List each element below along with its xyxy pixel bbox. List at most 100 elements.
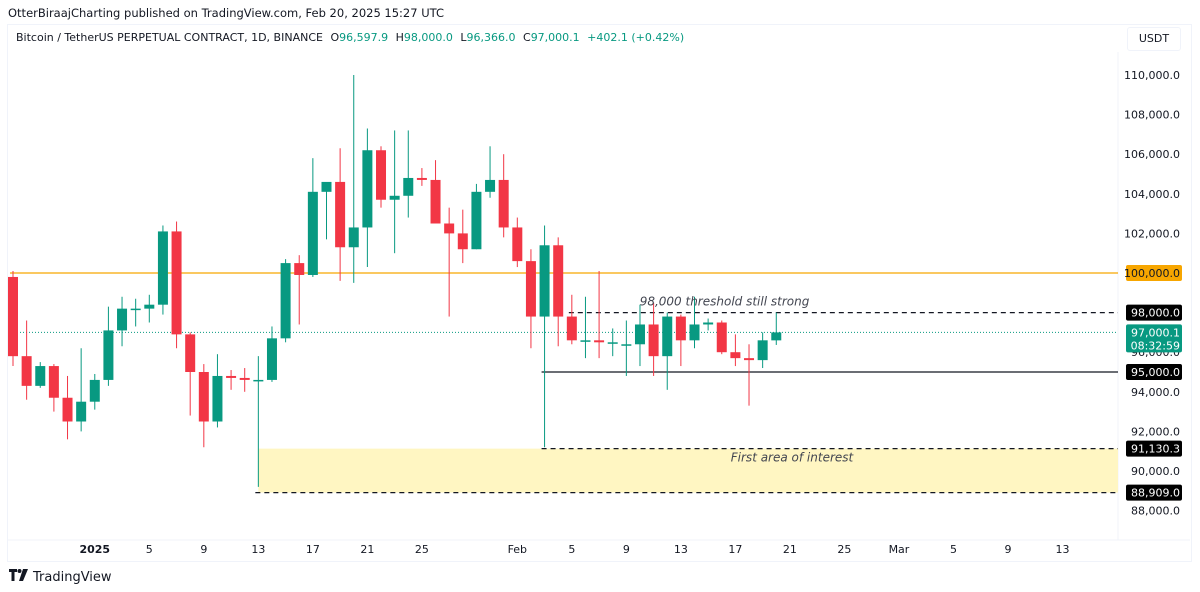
price-level-badge: [1126, 440, 1182, 457]
candle-body: [444, 223, 455, 234]
price-tick-label: 110,000.0: [1124, 69, 1180, 82]
high-value: 98,000.0: [403, 31, 453, 44]
price-tick-label: 102,000.0: [1124, 227, 1180, 240]
price-tick-label: 104,000.0: [1124, 188, 1180, 201]
area-of-interest-zone: [258, 448, 1119, 493]
time-tick-label: 5: [950, 543, 957, 556]
change-value: +402.1 (+0.42%): [587, 31, 685, 44]
candle-body: [103, 330, 114, 380]
time-tick-label: 25: [837, 543, 851, 556]
time-tick-label: 13: [674, 543, 688, 556]
candle-body: [512, 227, 523, 262]
time-tick-label: 5: [568, 543, 575, 556]
candle-body: [239, 377, 250, 380]
candle-body: [294, 263, 305, 275]
candle-body: [430, 179, 441, 224]
symbol-legend: Bitcoin / TetherUS PERPETUAL CONTRACT, 1…: [16, 31, 685, 44]
annotation-text: 98,000 threshold still strong: [640, 295, 810, 309]
candle-body: [198, 372, 209, 422]
candle-body: [675, 316, 686, 341]
time-tick-label: 9: [1004, 543, 1011, 556]
tradingview-logo-icon: [9, 569, 29, 585]
candle-body: [89, 379, 100, 402]
price-level-badge: [1126, 265, 1182, 281]
candle-body: [280, 263, 291, 339]
time-tick-label: 17: [728, 543, 742, 556]
candle-body: [403, 177, 414, 196]
candle-body: [648, 324, 659, 357]
tradingview-brand[interactable]: TradingView: [9, 569, 112, 585]
candle-body: [76, 401, 87, 422]
candle-body: [21, 356, 32, 386]
close-value: 97,000.1: [530, 31, 580, 44]
candle-body: [485, 179, 496, 192]
candle-body: [757, 340, 768, 361]
chart-frame: [7, 24, 1192, 562]
current-price-text: 97,000.1: [1131, 326, 1180, 339]
time-tick-label: 9: [623, 543, 630, 556]
price-tick-label: 88,000.0: [1131, 505, 1180, 518]
candle-body: [266, 338, 277, 380]
time-tick-label: 25: [415, 543, 429, 556]
candle-body: [389, 195, 400, 200]
candle-body: [117, 308, 128, 331]
candle-body: [416, 177, 427, 180]
price-level-badge-text: 100,000.0: [1124, 267, 1180, 280]
candle-body: [335, 181, 346, 248]
candle-body: [348, 227, 359, 248]
candle-body: [144, 304, 155, 309]
price-tick-label: 108,000.0: [1124, 109, 1180, 122]
zone-label: First area of interest: [731, 451, 855, 465]
price-level-badge-text: 91,130.3: [1131, 443, 1180, 456]
currency-button[interactable]: USDT: [1127, 27, 1181, 51]
open-value: 96,597.9: [339, 31, 389, 44]
symbol-title[interactable]: Bitcoin / TetherUS PERPETUAL CONTRACT, 1…: [16, 31, 323, 44]
candle-body: [621, 344, 632, 346]
candle-body: [171, 231, 182, 335]
price-tick-label: 94,000.0: [1131, 386, 1180, 399]
price-tick-label: 92,000.0: [1131, 425, 1180, 438]
time-tick-label: Mar: [889, 543, 910, 556]
candle-body: [553, 245, 564, 317]
candle-body: [226, 375, 237, 378]
time-tick-label: 21: [783, 543, 797, 556]
current-price-badge: [1126, 324, 1182, 353]
candle-body: [35, 366, 46, 386]
candle-body: [212, 375, 223, 422]
price-tick-label: 90,000.0: [1131, 465, 1180, 478]
time-tick-label: 5: [146, 543, 153, 556]
time-tick-label: Feb: [508, 543, 527, 556]
price-level-badge-text: 95,000.0: [1131, 366, 1180, 379]
candle-body: [703, 322, 714, 325]
published-by: OtterBiraajCharting published on Trading…: [8, 6, 445, 20]
price-level-badge: [1126, 484, 1182, 501]
candle-body: [771, 332, 782, 341]
candle-body: [321, 181, 332, 192]
candle-body: [498, 179, 509, 228]
candle-body: [157, 231, 168, 305]
candle-body: [634, 324, 645, 345]
time-tick-label: 17: [306, 543, 320, 556]
candle-body: [539, 245, 550, 317]
candle-body: [662, 316, 673, 357]
candle-body: [253, 379, 264, 382]
candle-body: [376, 150, 387, 200]
candle-body: [457, 233, 468, 250]
candle-body: [716, 322, 727, 353]
candle-body: [607, 342, 618, 344]
candle-body: [525, 261, 536, 317]
price-level-badge: [1126, 364, 1182, 380]
price-tick-label: 106,000.0: [1124, 148, 1180, 161]
candle-body: [744, 358, 755, 361]
candle-body: [130, 308, 141, 311]
candle-body: [362, 150, 373, 228]
candle-body: [62, 397, 73, 422]
time-tick-label: 9: [200, 543, 207, 556]
time-tick-label: 2025: [79, 543, 110, 556]
candle-body: [689, 324, 700, 341]
time-tick-label: 13: [251, 543, 265, 556]
candle-body: [566, 316, 577, 341]
low-value: 96,366.0: [466, 31, 516, 44]
candle-body: [594, 340, 605, 343]
